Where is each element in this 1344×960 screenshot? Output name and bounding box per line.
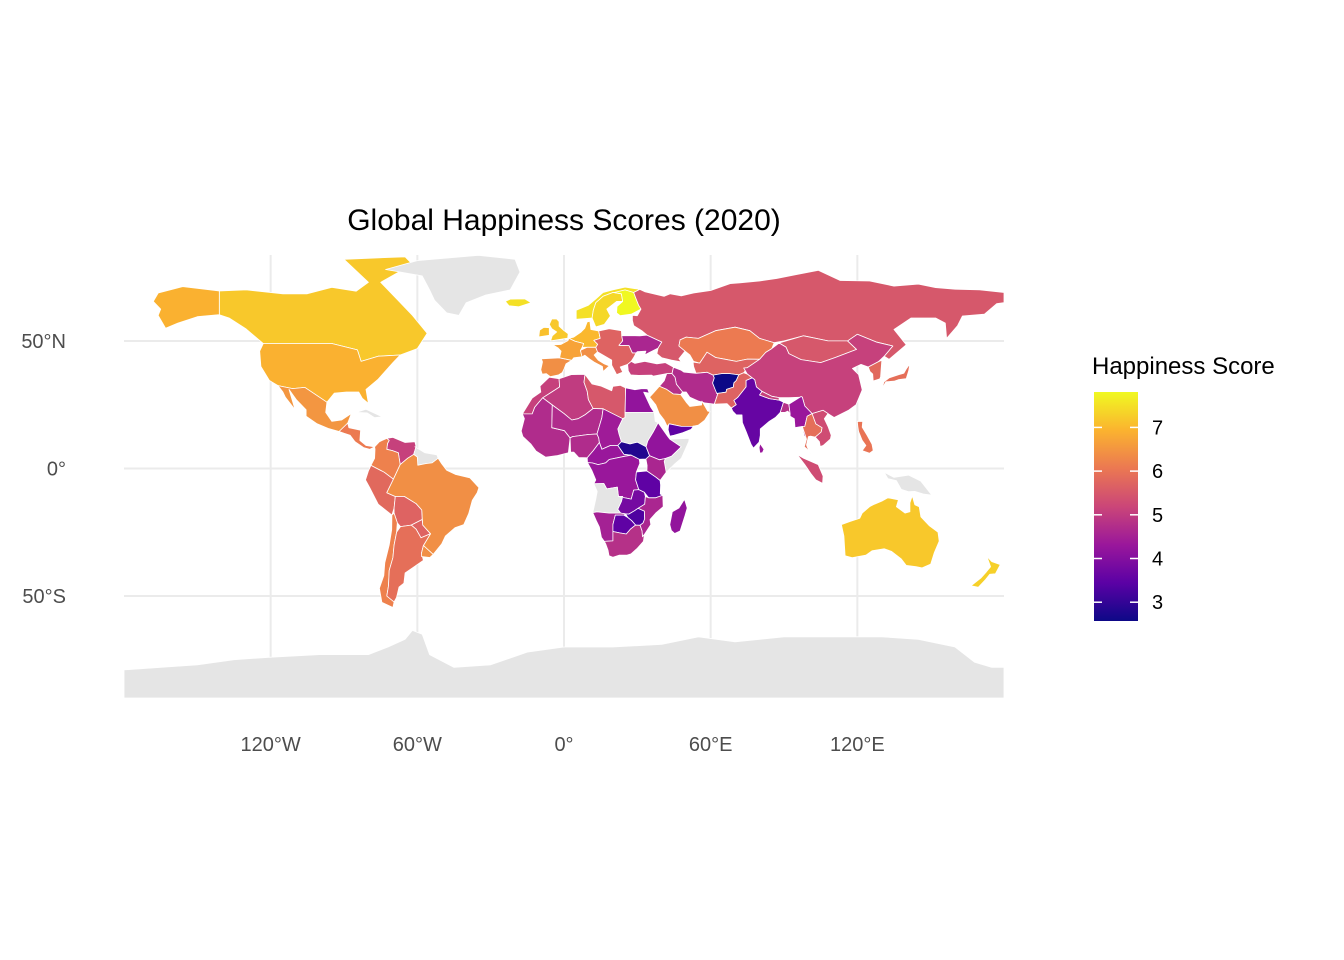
country-antarctica [123,630,1005,699]
legend-title: Happiness Score [1092,353,1275,380]
country-united-kingdom [548,318,569,342]
lat-tick-label: 0° [47,458,66,480]
country-sri-lanka [758,443,765,454]
country-iceland [504,298,532,308]
country-japan [881,363,911,390]
country-papua-new-guinea [883,471,933,496]
country-new-zealand [970,556,1001,588]
legend-tick-label: 7 [1152,417,1163,439]
country-philippines [856,420,874,454]
country-argentina [386,524,431,603]
country-shapes [123,254,1005,699]
country-madagascar [669,498,688,534]
legend-tick-label: 4 [1152,549,1163,571]
country-west-africa [520,397,571,458]
country-southeast-asia [811,409,832,447]
country-australia [841,495,940,569]
lon-tick-label: 0° [554,734,573,756]
country-united-states [259,343,401,404]
legend-tick-label: 5 [1152,505,1163,527]
country-uruguay [421,545,434,558]
lat-tick-label: 50°S [22,586,66,608]
country-china [743,333,894,418]
colorbar-legend: Happiness Score 7 6 5 4 3 [1092,353,1275,621]
longitude-tick-labels: 120°W 60°W 0° 60°E 120°E [241,734,885,756]
lat-tick-label: 50°N [21,331,66,353]
legend-tick-label: 6 [1152,461,1163,483]
legend-ticks: 7 6 5 4 3 [1094,417,1163,614]
country-cuba [355,408,384,419]
country-alaska [152,286,220,329]
country-south-africa [603,524,645,558]
country-ireland [538,326,550,338]
lon-tick-label: 120°E [830,734,885,756]
latitude-tick-labels: 50°N 0° 50°S [21,331,66,608]
country-yemen [667,423,694,437]
country-korea [867,359,883,382]
country-greenland [385,254,521,316]
legend-colorbar [1094,392,1138,621]
country-russia [632,269,1005,363]
lon-tick-label: 120°W [241,734,301,756]
country-mozambique [637,494,664,538]
lon-tick-label: 60°E [689,734,733,756]
legend-tick-label: 3 [1152,592,1163,614]
lon-tick-label: 60°W [393,734,442,756]
country-indonesia [796,453,824,484]
country-france [552,337,584,361]
map-title: Global Happiness Scores (2020) [347,204,781,237]
country-saudi-arabia [649,385,711,427]
country-mexico [277,385,352,432]
country-thailand [801,413,823,455]
country-nepal [759,390,780,401]
country-india [731,377,784,449]
